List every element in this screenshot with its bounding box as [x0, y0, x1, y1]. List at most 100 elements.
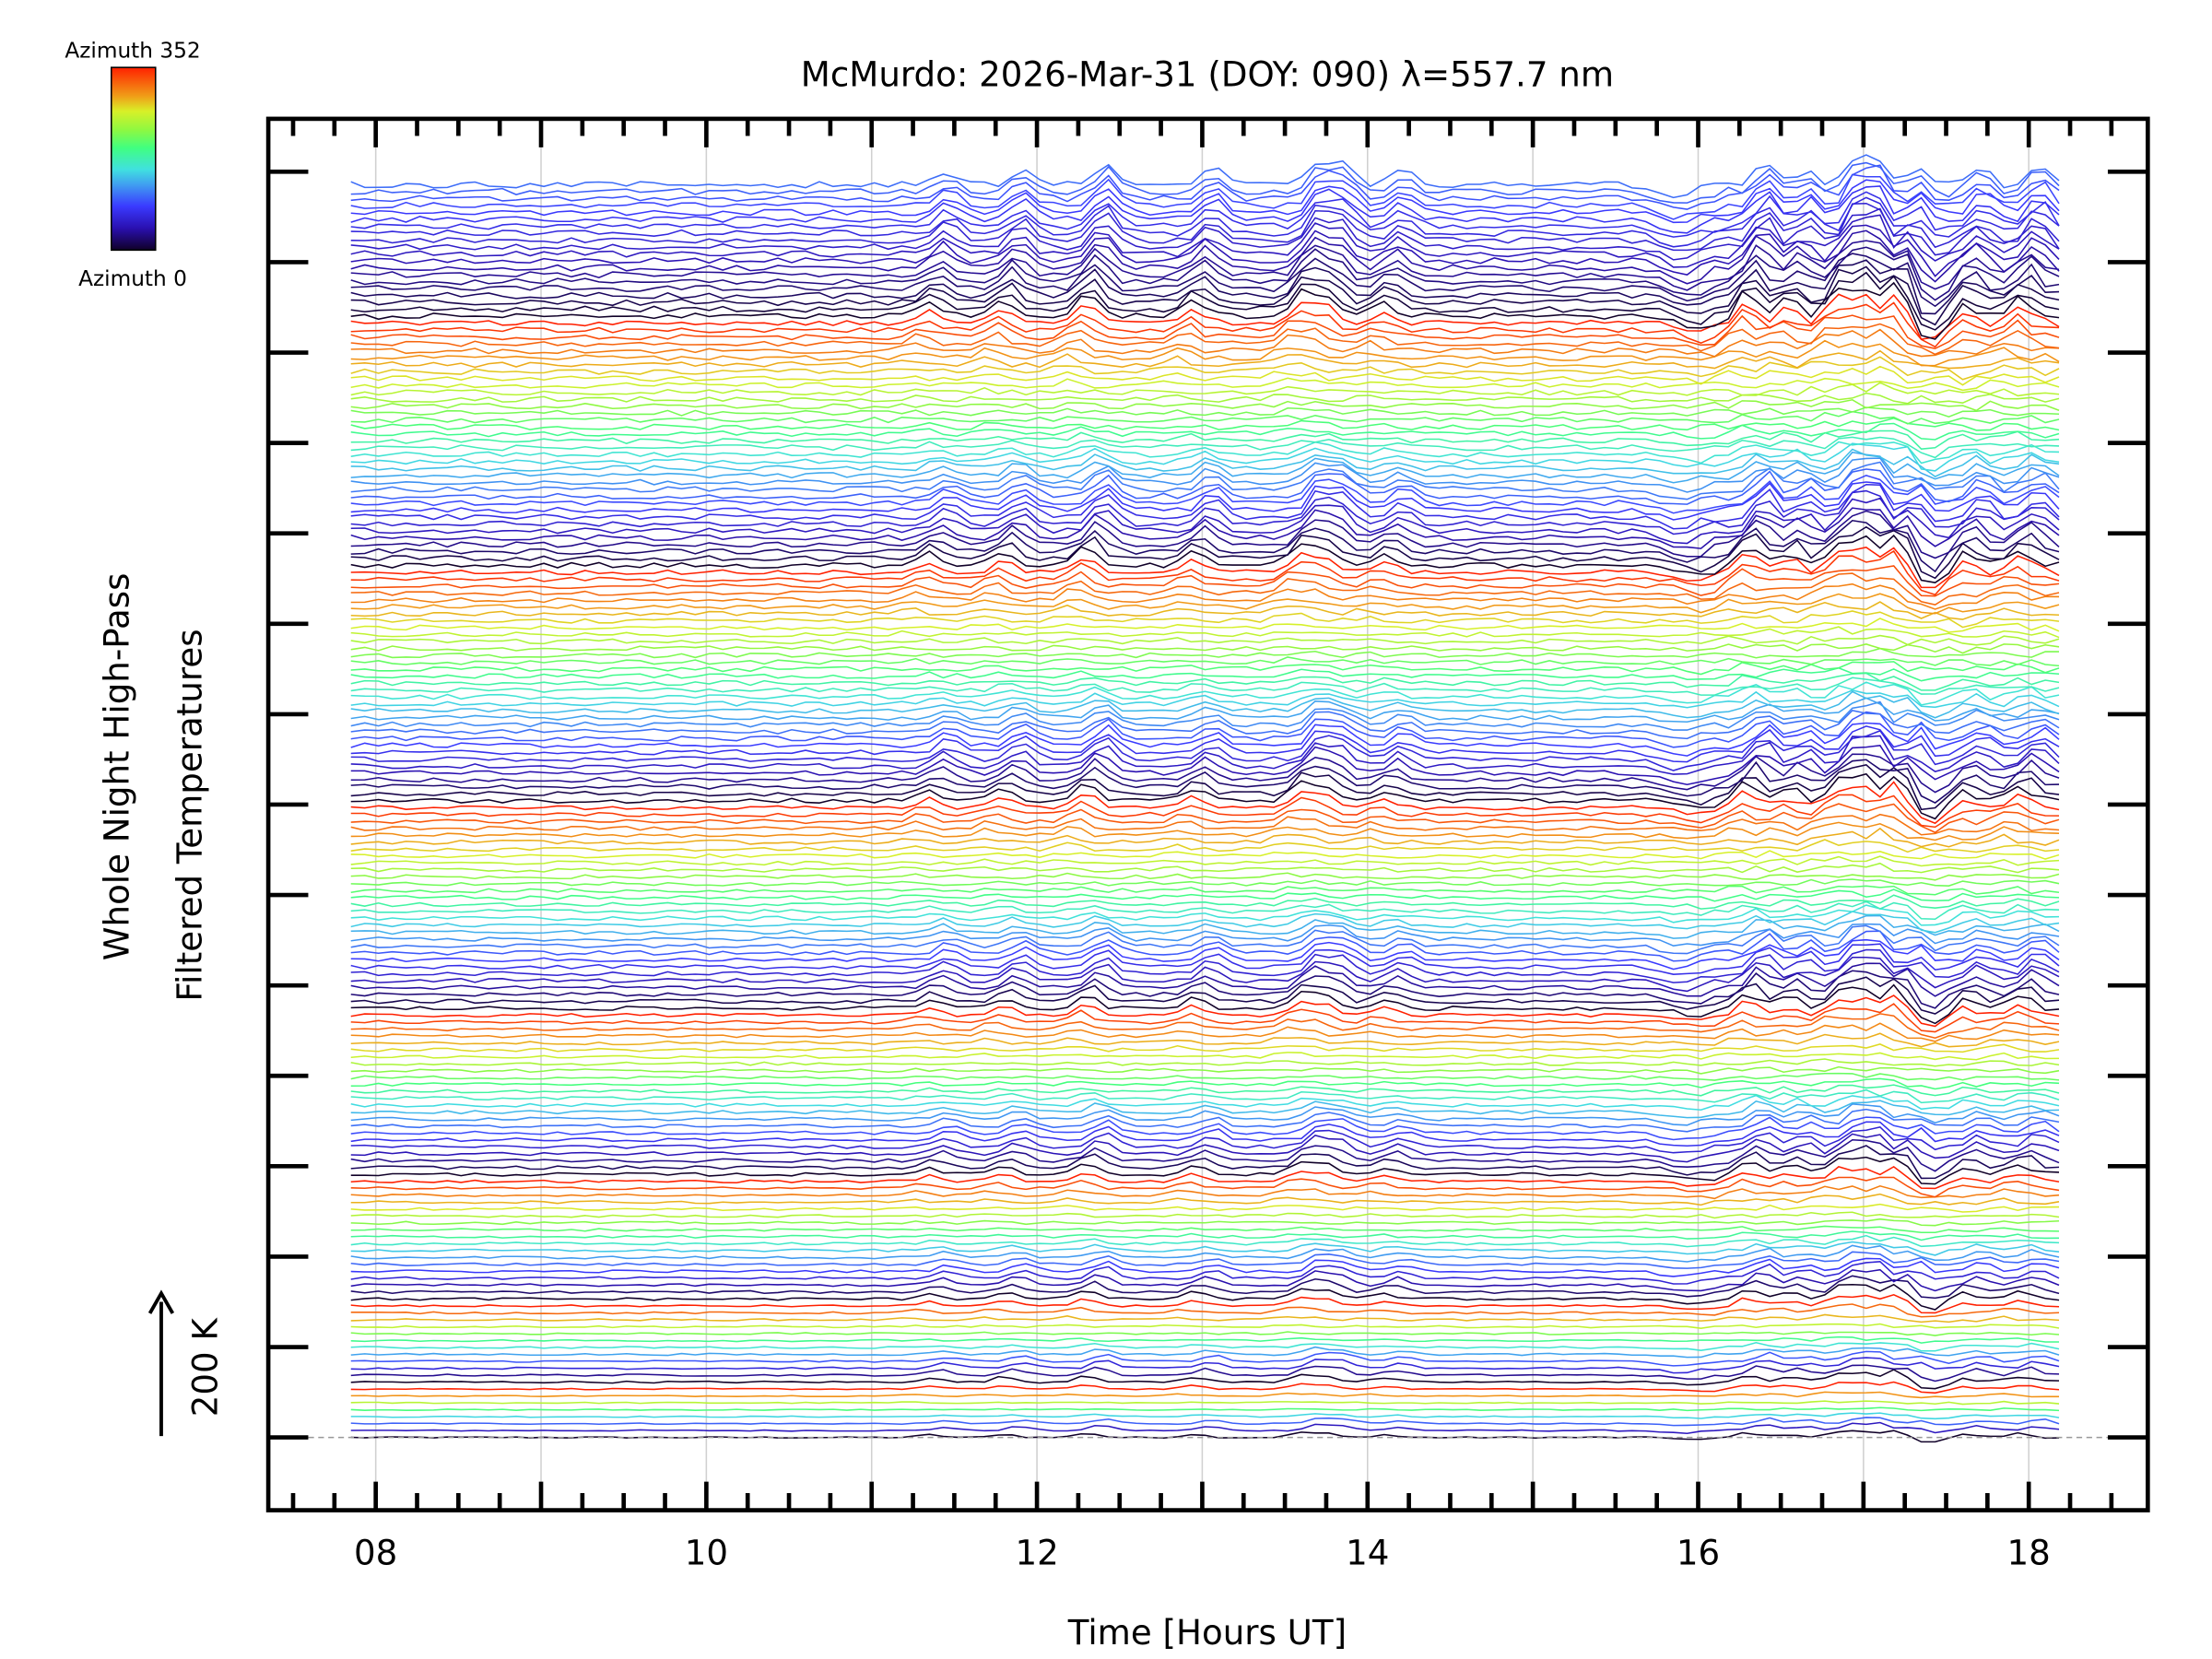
trace-line — [350, 1108, 2060, 1133]
trace-line — [350, 293, 2060, 340]
trace-line — [350, 722, 2060, 757]
trace-line — [350, 904, 2060, 926]
x-tick-label: 08 — [354, 1533, 397, 1572]
trace-line — [350, 794, 2060, 829]
trace-line — [350, 1176, 2060, 1198]
trace-line — [350, 481, 2060, 521]
trace-line — [350, 365, 2060, 386]
trace-line — [350, 888, 2060, 902]
trace-line — [350, 185, 2060, 234]
trace-line — [350, 1241, 2060, 1256]
trace-line — [350, 382, 2060, 397]
trace-line — [350, 1094, 2060, 1112]
trace-line — [350, 271, 2060, 331]
trace-line — [350, 1072, 2060, 1081]
trace-line — [350, 301, 2060, 348]
trace-line — [350, 759, 2060, 804]
y-axis-label-line2: Filtered Temperatures — [170, 629, 209, 1001]
trace-line — [350, 672, 2060, 691]
trace-line — [350, 729, 2060, 771]
trace-line — [350, 850, 2060, 860]
trace-line — [350, 1022, 2060, 1042]
trace-line — [350, 930, 2060, 962]
trace-line — [350, 1121, 2060, 1147]
trace-line — [350, 1156, 2060, 1185]
trace-line — [350, 422, 2060, 441]
trace-line — [350, 677, 2060, 696]
trace-line — [350, 1125, 2060, 1154]
x-tick-label: 18 — [2007, 1533, 2051, 1572]
trace-line — [350, 202, 2060, 252]
trace-line — [350, 710, 2060, 740]
trace-line — [350, 377, 2060, 392]
trace-line — [350, 1145, 2060, 1180]
trace-line — [350, 1003, 2060, 1033]
trace-line — [350, 1138, 2060, 1172]
trace-line — [350, 519, 2060, 573]
trace-line — [350, 179, 2060, 224]
trace-line — [350, 943, 2060, 975]
trace-line — [350, 821, 2060, 841]
trace-line — [350, 1043, 2060, 1053]
trace-line — [350, 398, 2060, 412]
trace-line — [350, 1058, 2060, 1067]
trace-line — [350, 601, 2060, 620]
trace-line — [350, 661, 2060, 676]
trace-line — [350, 475, 2060, 514]
trace-line — [350, 207, 2060, 261]
trace-line — [350, 154, 2060, 199]
trace-line — [350, 1032, 2060, 1048]
trace-line — [350, 689, 2060, 709]
trace-line — [350, 878, 2060, 887]
trace-line — [350, 725, 2060, 763]
trace-line — [350, 681, 2060, 706]
trace-line — [350, 1268, 2060, 1292]
trace-line — [350, 196, 2060, 248]
trace-line — [350, 534, 2060, 583]
trace-line — [350, 647, 2060, 659]
trace-line — [350, 572, 2060, 606]
trace-line — [350, 240, 2060, 291]
trace-line — [350, 468, 2060, 505]
trace-line — [350, 711, 2060, 748]
trace-line — [350, 923, 2060, 947]
trace-line — [350, 839, 2060, 853]
trace-line — [350, 406, 2060, 418]
trace-line — [350, 429, 2060, 451]
trace-line — [350, 507, 2060, 549]
trace-line — [350, 1350, 2060, 1367]
trace-line — [350, 1400, 2060, 1406]
trace-line — [350, 1406, 2060, 1412]
trace-line — [350, 753, 2060, 794]
trace-line — [350, 1335, 2060, 1344]
scale-bar-label: 200 K — [185, 1317, 225, 1418]
trace-line — [350, 173, 2060, 220]
trace-line — [350, 885, 2060, 896]
trace-line — [350, 1052, 2060, 1061]
colorbar — [111, 66, 157, 252]
trace-line — [350, 1133, 2060, 1163]
trace-line — [350, 1421, 2060, 1435]
trace-line — [350, 956, 2060, 993]
trace-line — [350, 772, 2060, 820]
trace-line — [350, 1364, 2060, 1382]
trace-line — [350, 983, 2060, 1025]
x-tick-label: 16 — [1677, 1533, 1720, 1572]
trace-line — [350, 448, 2060, 477]
trace-line — [350, 962, 2060, 997]
trace-line — [350, 855, 2060, 867]
trace-line — [350, 281, 2060, 340]
trace-line — [350, 323, 2060, 356]
trace-line — [350, 744, 2060, 786]
trace-line — [350, 1077, 2060, 1090]
trace-line — [350, 1313, 2060, 1324]
trace-line — [350, 1100, 2060, 1119]
trace-line — [350, 1342, 2060, 1352]
trace-line — [350, 1116, 2060, 1141]
trace-line — [350, 1230, 2060, 1241]
trace-line — [350, 1251, 2060, 1269]
trace-line — [350, 441, 2060, 465]
trace-line — [350, 764, 2060, 811]
trace-line — [350, 525, 2060, 580]
